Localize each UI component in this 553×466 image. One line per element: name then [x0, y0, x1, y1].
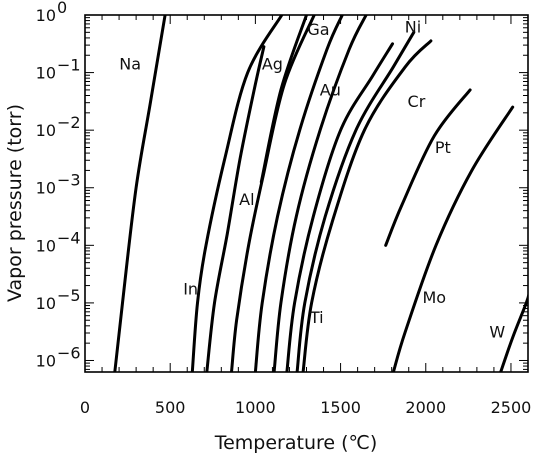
x-tick-label: 500	[155, 398, 186, 417]
x-tick-label: 1500	[320, 398, 361, 417]
y-tick-exponent: −1	[57, 56, 81, 75]
series-curves	[113, 15, 528, 372]
curve-label-al: Al	[239, 190, 254, 209]
curve-w	[499, 291, 528, 372]
curve-al	[205, 45, 266, 372]
y-tick-exponent: −3	[57, 171, 81, 190]
plot-frame	[84, 14, 529, 373]
curve-label-mo: Mo	[422, 288, 446, 307]
y-tick-exponent: 0	[57, 0, 67, 17]
y-tick-label: 10	[36, 179, 56, 198]
y-tick-label: 10	[36, 6, 56, 25]
curve-ni	[272, 15, 368, 372]
curve-label-w: W	[489, 322, 505, 341]
x-tick-label: 2000	[405, 398, 446, 417]
curve-label-ti: Ti	[309, 308, 324, 327]
y-tick-label: 10	[36, 351, 56, 370]
y-axis-title: Vapor pressure (torr)	[4, 104, 26, 302]
curve-label-ga: Ga	[307, 20, 329, 39]
x-tick-label: 0	[80, 398, 90, 417]
x-axis-title: Temperature (℃)	[214, 432, 378, 454]
curve-cr	[285, 42, 394, 372]
y-tick-label: 10	[36, 294, 56, 313]
x-tick-label: 2500	[491, 398, 532, 417]
curve-ga	[230, 15, 316, 372]
x-tick-label: 1000	[235, 398, 276, 417]
y-tick-exponent: −4	[57, 228, 81, 247]
curve-in	[190, 15, 284, 372]
y-tick-exponent: −2	[57, 113, 81, 132]
series-labels: Na In Al Ag Ga Au Ni Cr Ti Pt Mo W	[119, 17, 505, 341]
y-tick-label: 10	[36, 64, 56, 83]
y-tick-label: 10	[36, 236, 56, 255]
curve-label-na: Na	[119, 55, 141, 74]
curve-pt	[384, 88, 472, 247]
curve-label-ag: Ag	[262, 55, 283, 74]
curve-label-in: In	[183, 279, 198, 298]
curve-na	[113, 15, 167, 372]
y-tick-label: 10	[36, 121, 56, 140]
curve-au	[253, 15, 344, 372]
curve-label-ni: Ni	[405, 17, 421, 36]
curve-ti	[295, 30, 416, 372]
axis-ticks	[84, 14, 529, 372]
y-tick-exponent: −6	[57, 343, 81, 362]
curve-fe	[301, 39, 433, 372]
curve-label-cr: Cr	[408, 92, 426, 111]
curve-label-au: Au	[320, 81, 341, 100]
curve-mo	[391, 105, 515, 372]
y-tick-exponent: −5	[57, 286, 81, 305]
curve-label-pt: Pt	[435, 138, 451, 157]
